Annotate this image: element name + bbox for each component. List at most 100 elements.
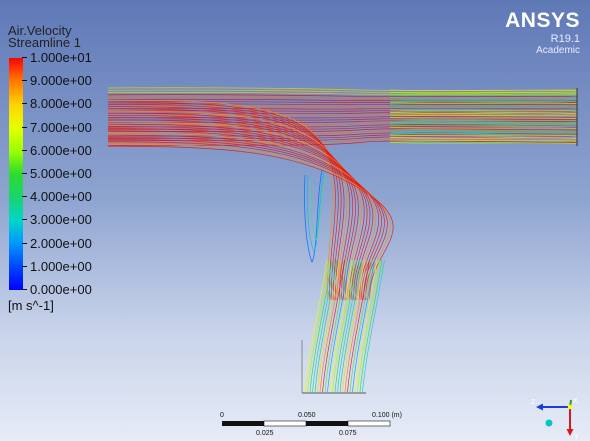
legend-tick-label: 2.000e+00 [30,235,92,251]
scale-segment-3 [306,421,348,426]
streamline [389,107,578,109]
legend-tick: 1.000e+01 [22,51,92,64]
streamline [362,259,385,393]
legend-tick: 1.000e+00 [22,260,92,273]
x-axis-label: X [573,398,578,405]
streamline [107,103,578,106]
legend-title: Air.Velocity Streamline 1 [8,23,81,50]
z-axis-arrow-icon [536,403,543,411]
color-bar [9,58,23,290]
streamline [389,92,578,94]
legend-tick: 9.000e+00 [22,74,92,87]
streamline [107,132,377,301]
streamline [107,134,380,301]
streamline [389,109,578,112]
streamline [107,116,578,119]
scale-label-075: 0.075 [339,430,357,437]
view-center-icon [545,419,553,427]
streamline [107,119,359,301]
legend-tick-label: 5.000e+00 [30,166,92,181]
streamline [322,259,345,393]
streamline [312,259,335,393]
legend-tick-label: 3.000e+00 [30,212,92,228]
streamline [389,119,578,122]
streamline [324,259,348,393]
streamline [107,126,578,130]
streamline [357,259,380,393]
brand-name: ANSYS [505,9,580,32]
streamline [107,130,578,135]
streamline [329,259,353,393]
legend-tick: 8.000e+00 [22,97,92,110]
streamline [107,117,356,301]
legend-object: Streamline 1 [8,35,81,50]
streamline [389,89,578,92]
y-axis-label: Y [574,434,579,441]
streamline [349,259,373,393]
legend-unit: [m s^-1] [8,298,54,313]
legend-tick-label: 7.000e+00 [30,119,92,135]
scale-segment-4 [347,420,391,427]
z-axis-label: Z [531,399,536,406]
streamline [389,124,578,127]
streamline [389,112,578,114]
legend-tick-label: 1.000e+01 [30,50,92,65]
streamline [107,94,578,97]
legend-tick-mark [22,103,27,105]
legend-tick: 6.000e+00 [22,144,92,157]
legend-tick-mark [22,289,27,290]
streamline [354,259,378,393]
streamline [389,99,578,102]
legend-tick: 5.000e+00 [22,167,92,180]
streamline [389,94,578,97]
scale-segment-1 [222,421,264,426]
streamline [389,134,578,137]
streamline [107,141,388,301]
streamline [107,145,394,301]
streamline [389,102,578,104]
legend-tick: 0.000e+00 [22,283,92,296]
streamline [347,259,370,393]
streamline [389,114,578,117]
streamline [107,123,365,301]
legend-tick-mark [22,242,27,244]
legend-tick-label: 9.000e+00 [30,73,92,89]
legend-tick: 2.000e+00 [22,237,92,250]
streamline [309,259,333,393]
streamline [107,114,578,117]
legend-variable: Air.Velocity [8,23,72,38]
streamline [359,259,383,393]
streamline [107,120,578,123]
streamline [107,143,391,301]
triad-origin-icon [567,404,573,410]
streamline [344,259,368,393]
streamline [317,259,340,393]
scale-label-0: 0 [220,412,224,419]
streamline [314,259,338,393]
legend-tick-mark [22,80,27,82]
streamline [342,259,365,393]
legend-tick-mark [22,265,27,267]
streamline [389,142,578,144]
scale-label-050: 0.050 [298,412,316,419]
legend-tick-label: 0.000e+00 [30,282,92,297]
streamline [389,129,578,132]
streamline [389,122,578,124]
streamline [107,118,578,121]
brand-edition: Academic [536,45,580,56]
streamline [389,137,578,139]
ansys-logo: ANSYS R19.1 Academic [505,9,580,56]
streamline [107,128,371,301]
legend-tick-mark [22,219,27,221]
streamline [107,126,368,301]
streamline [107,89,578,93]
streamline [107,121,362,301]
legend-tick-mark [22,196,27,198]
streamline [304,169,323,263]
streamline [304,259,328,393]
streamline [307,259,330,393]
